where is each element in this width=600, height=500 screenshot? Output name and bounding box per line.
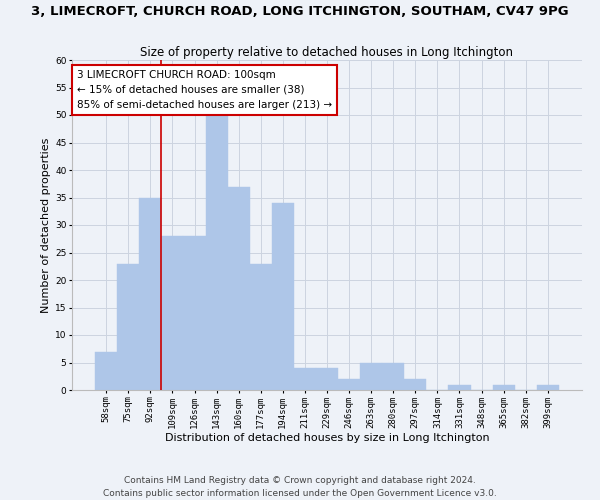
Bar (448, 384, 470, 390)
Text: 3 LIMECROFT CHURCH ROAD: 100sqm
← 15% of detached houses are smaller (38)
85% of: 3 LIMECROFT CHURCH ROAD: 100sqm ← 15% of… (77, 70, 332, 110)
Bar (360, 362, 382, 390)
Bar (95, 352, 117, 390)
Bar (206, 115, 227, 390)
Bar (493, 384, 515, 390)
Bar (117, 264, 139, 390)
Title: Size of property relative to detached houses in Long Itchington: Size of property relative to detached ho… (140, 46, 514, 59)
Y-axis label: Number of detached properties: Number of detached properties (41, 138, 51, 312)
Bar (161, 236, 184, 390)
Bar (294, 368, 316, 390)
Bar (404, 379, 427, 390)
Bar (382, 362, 404, 390)
Bar (316, 368, 338, 390)
Bar (272, 203, 294, 390)
X-axis label: Distribution of detached houses by size in Long Itchington: Distribution of detached houses by size … (164, 434, 490, 444)
Text: Contains HM Land Registry data © Crown copyright and database right 2024.
Contai: Contains HM Land Registry data © Crown c… (103, 476, 497, 498)
Bar (184, 236, 206, 390)
Bar (250, 264, 272, 390)
Bar (227, 186, 250, 390)
Bar (537, 384, 559, 390)
Bar (338, 379, 360, 390)
Text: 3, LIMECROFT, CHURCH ROAD, LONG ITCHINGTON, SOUTHAM, CV47 9PG: 3, LIMECROFT, CHURCH ROAD, LONG ITCHINGT… (31, 5, 569, 18)
Bar (139, 198, 161, 390)
